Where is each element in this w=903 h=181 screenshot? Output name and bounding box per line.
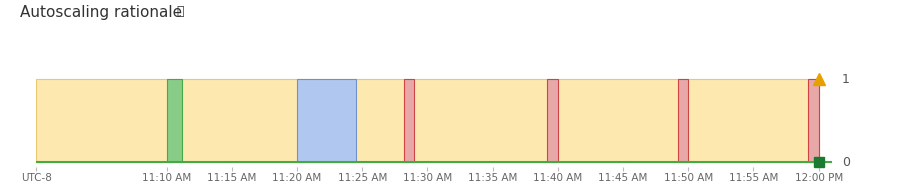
Bar [166, 79, 182, 162]
Text: 0: 0 [842, 156, 849, 169]
Bar [807, 79, 818, 162]
Bar [404, 79, 414, 162]
Text: Autoscaling rationale: Autoscaling rationale [20, 5, 182, 20]
Text: 1: 1 [842, 73, 849, 86]
Bar [297, 79, 355, 162]
Text: ❓: ❓ [176, 5, 183, 18]
Bar [36, 79, 818, 162]
Bar [677, 79, 687, 162]
Bar [547, 79, 557, 162]
